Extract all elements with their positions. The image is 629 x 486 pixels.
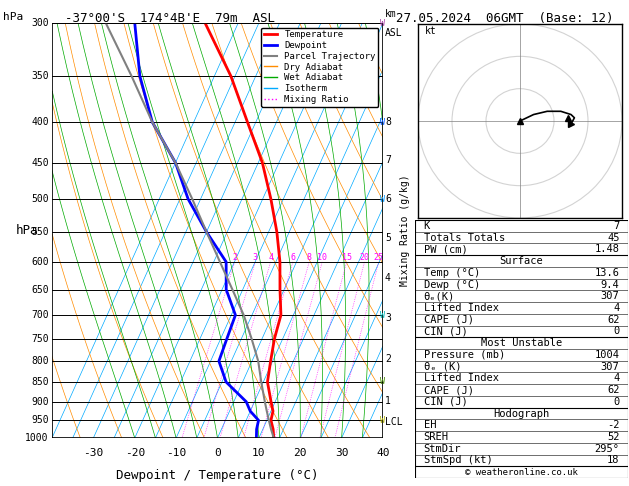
Text: 62: 62 <box>607 385 620 395</box>
Text: -10: -10 <box>166 449 186 458</box>
Text: 1000: 1000 <box>25 433 48 443</box>
Text: SREH: SREH <box>423 432 448 442</box>
Text: EH: EH <box>423 420 436 430</box>
Text: θₑ(K): θₑ(K) <box>423 291 455 301</box>
Text: W: W <box>380 194 385 204</box>
Text: 8: 8 <box>385 117 391 127</box>
Text: -37°00'S  174°4B'E  79m  ASL: -37°00'S 174°4B'E 79m ASL <box>65 12 275 25</box>
Text: 307: 307 <box>601 362 620 372</box>
Text: 6: 6 <box>291 253 296 262</box>
Text: hPa: hPa <box>16 224 38 237</box>
Text: 0: 0 <box>613 397 620 407</box>
Legend: Temperature, Dewpoint, Parcel Trajectory, Dry Adiabat, Wet Adiabat, Isotherm, Mi: Temperature, Dewpoint, Parcel Trajectory… <box>261 28 379 107</box>
Text: km: km <box>385 9 397 19</box>
Text: Surface: Surface <box>499 256 543 266</box>
Text: ASL: ASL <box>385 28 403 38</box>
Text: -2: -2 <box>607 420 620 430</box>
Text: StmDir: StmDir <box>423 444 461 454</box>
Text: CAPE (J): CAPE (J) <box>423 385 474 395</box>
Text: 62: 62 <box>607 314 620 325</box>
Text: -20: -20 <box>125 449 145 458</box>
Text: 2: 2 <box>385 354 391 364</box>
Text: 700: 700 <box>31 310 48 320</box>
Text: 4: 4 <box>613 303 620 313</box>
Text: 0: 0 <box>613 327 620 336</box>
Text: Dewp (°C): Dewp (°C) <box>423 279 480 290</box>
Text: 18: 18 <box>607 455 620 466</box>
Text: 1.48: 1.48 <box>594 244 620 254</box>
Text: 1: 1 <box>385 396 391 406</box>
Text: 900: 900 <box>31 397 48 407</box>
Text: 30: 30 <box>335 449 348 458</box>
Text: 25: 25 <box>374 253 384 262</box>
Text: CIN (J): CIN (J) <box>423 397 467 407</box>
Text: 52: 52 <box>607 432 620 442</box>
Text: Most Unstable: Most Unstable <box>481 338 562 348</box>
Text: CIN (J): CIN (J) <box>423 327 467 336</box>
Text: 2: 2 <box>232 253 237 262</box>
Text: 850: 850 <box>31 377 48 387</box>
Text: 450: 450 <box>31 158 48 168</box>
Text: W: W <box>380 118 385 127</box>
Text: kt: kt <box>425 26 437 35</box>
Text: Temp (°C): Temp (°C) <box>423 268 480 278</box>
Text: 295°: 295° <box>594 444 620 454</box>
Text: 550: 550 <box>31 227 48 237</box>
Text: 9.4: 9.4 <box>601 279 620 290</box>
Text: W: W <box>380 311 385 320</box>
Text: 307: 307 <box>601 291 620 301</box>
Text: 40: 40 <box>376 449 390 458</box>
Text: 10: 10 <box>252 449 265 458</box>
Text: W: W <box>380 18 385 28</box>
Text: 15: 15 <box>342 253 352 262</box>
Text: 750: 750 <box>31 334 48 344</box>
Text: 1004: 1004 <box>594 350 620 360</box>
Text: Lifted Index: Lifted Index <box>423 303 499 313</box>
Text: 4: 4 <box>613 373 620 383</box>
Text: 350: 350 <box>31 71 48 81</box>
Text: 300: 300 <box>31 18 48 28</box>
Text: Hodograph: Hodograph <box>493 409 550 418</box>
Text: W: W <box>380 416 385 425</box>
Text: © weatheronline.co.uk: © weatheronline.co.uk <box>465 468 578 477</box>
Text: 13.6: 13.6 <box>594 268 620 278</box>
Text: Pressure (mb): Pressure (mb) <box>423 350 504 360</box>
Text: 950: 950 <box>31 416 48 425</box>
Text: 4: 4 <box>268 253 273 262</box>
Text: 5: 5 <box>385 233 391 243</box>
Text: 20: 20 <box>360 253 369 262</box>
Text: 7: 7 <box>613 221 620 231</box>
Text: 600: 600 <box>31 257 48 267</box>
Text: 3: 3 <box>385 312 391 323</box>
Text: 7: 7 <box>385 156 391 165</box>
Text: 8: 8 <box>307 253 312 262</box>
Text: 4: 4 <box>385 273 391 283</box>
Text: LCL: LCL <box>385 417 403 428</box>
Text: 45: 45 <box>607 233 620 243</box>
Text: θₑ (K): θₑ (K) <box>423 362 461 372</box>
Text: 650: 650 <box>31 284 48 295</box>
Text: 400: 400 <box>31 117 48 127</box>
Text: W: W <box>380 378 385 386</box>
Text: Mixing Ratio (g/kg): Mixing Ratio (g/kg) <box>400 174 409 286</box>
Text: Dewpoint / Temperature (°C): Dewpoint / Temperature (°C) <box>116 469 319 482</box>
Text: 3: 3 <box>253 253 258 262</box>
Text: StmSpd (kt): StmSpd (kt) <box>423 455 493 466</box>
Text: hPa: hPa <box>3 12 23 22</box>
Text: 27.05.2024  06GMT  (Base: 12): 27.05.2024 06GMT (Base: 12) <box>396 12 613 25</box>
Text: 0: 0 <box>214 449 221 458</box>
Text: Totals Totals: Totals Totals <box>423 233 504 243</box>
Text: 500: 500 <box>31 194 48 204</box>
Text: CAPE (J): CAPE (J) <box>423 314 474 325</box>
Text: 800: 800 <box>31 356 48 366</box>
Text: K: K <box>423 221 430 231</box>
Text: PW (cm): PW (cm) <box>423 244 467 254</box>
Text: 6: 6 <box>385 194 391 204</box>
Text: -30: -30 <box>83 449 104 458</box>
Text: Lifted Index: Lifted Index <box>423 373 499 383</box>
Text: 20: 20 <box>294 449 307 458</box>
Text: 10: 10 <box>317 253 327 262</box>
